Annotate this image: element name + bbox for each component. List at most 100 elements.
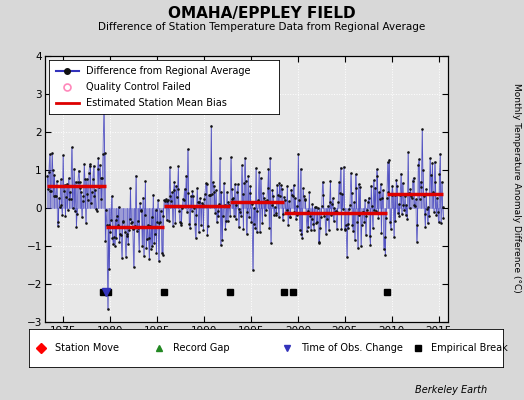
Point: [202, 181, 211, 187]
Point: [115, 204, 123, 210]
Point: [279, 211, 288, 217]
Point: [321, 210, 329, 216]
Point: [190, 204, 198, 211]
Point: [202, 180, 210, 187]
Point: [94, 154, 103, 161]
Point: [53, 223, 62, 229]
Point: [421, 224, 430, 230]
Point: [325, 227, 333, 233]
Point: [89, 176, 97, 182]
Point: [366, 242, 375, 248]
Text: Empirical Break: Empirical Break: [431, 343, 508, 353]
Point: [349, 228, 357, 234]
Point: [171, 220, 179, 226]
Point: [292, 216, 300, 222]
Point: [180, 197, 188, 204]
Point: [392, 176, 400, 183]
Point: [168, 189, 176, 196]
Point: [336, 189, 344, 196]
Point: [297, 230, 305, 237]
Point: [268, 187, 277, 193]
Point: [287, 186, 296, 193]
Point: [361, 196, 369, 203]
Point: [234, 224, 243, 230]
Point: [160, 197, 168, 203]
Point: [216, 154, 224, 161]
Point: [70, 166, 78, 172]
Point: [112, 235, 121, 241]
Point: [82, 220, 90, 226]
Point: [225, 202, 234, 208]
Point: [49, 167, 57, 173]
Point: [223, 189, 231, 195]
Point: [391, 218, 400, 224]
Point: [262, 207, 270, 214]
Point: [351, 171, 359, 178]
Point: [229, 195, 237, 202]
Point: [96, 162, 104, 168]
Point: [357, 222, 366, 228]
Point: [369, 177, 378, 183]
Point: [329, 195, 337, 201]
Point: [221, 226, 230, 232]
Point: [292, 202, 301, 209]
Point: [239, 226, 247, 232]
Point: [227, 186, 236, 192]
Point: [422, 186, 430, 192]
Point: [420, 193, 428, 200]
Point: [435, 171, 444, 178]
Point: [206, 192, 215, 198]
Point: [81, 176, 89, 182]
Point: [381, 252, 389, 258]
Point: [219, 213, 227, 219]
Point: [353, 219, 361, 226]
Point: [135, 248, 143, 255]
Point: [165, 218, 173, 224]
Point: [103, 222, 111, 228]
Point: [63, 180, 71, 187]
Point: [315, 239, 324, 245]
Point: [77, 189, 85, 196]
Point: [402, 202, 411, 208]
Point: [188, 188, 196, 194]
Point: [417, 178, 425, 185]
Point: [359, 208, 367, 215]
Point: [178, 204, 187, 211]
Point: [113, 213, 122, 220]
Point: [248, 267, 257, 273]
Point: [362, 232, 370, 238]
Point: [43, 172, 51, 179]
Point: [323, 215, 332, 222]
Point: [116, 231, 125, 237]
Point: [93, 166, 102, 172]
Point: [330, 218, 338, 224]
Point: [197, 221, 205, 228]
Point: [432, 212, 441, 218]
Point: [258, 220, 266, 226]
Point: [109, 241, 117, 247]
Point: [270, 204, 279, 210]
Point: [387, 192, 396, 198]
Point: [424, 204, 433, 210]
Point: [375, 189, 383, 196]
Point: [85, 161, 94, 168]
Point: [74, 167, 83, 174]
Point: [133, 228, 141, 234]
Point: [71, 178, 80, 185]
Point: [436, 150, 444, 157]
Point: [133, 218, 141, 224]
Point: [283, 183, 291, 189]
Point: [414, 162, 422, 168]
Text: Berkeley Earth: Berkeley Earth: [415, 385, 487, 395]
Point: [158, 251, 167, 258]
Point: [397, 170, 405, 177]
Point: [207, 122, 215, 129]
Point: [224, 198, 233, 205]
Point: [128, 218, 136, 225]
Point: [199, 202, 207, 208]
Point: [79, 192, 88, 199]
Point: [68, 183, 77, 190]
Point: [52, 178, 61, 184]
Point: [358, 209, 367, 216]
Point: [415, 156, 423, 162]
